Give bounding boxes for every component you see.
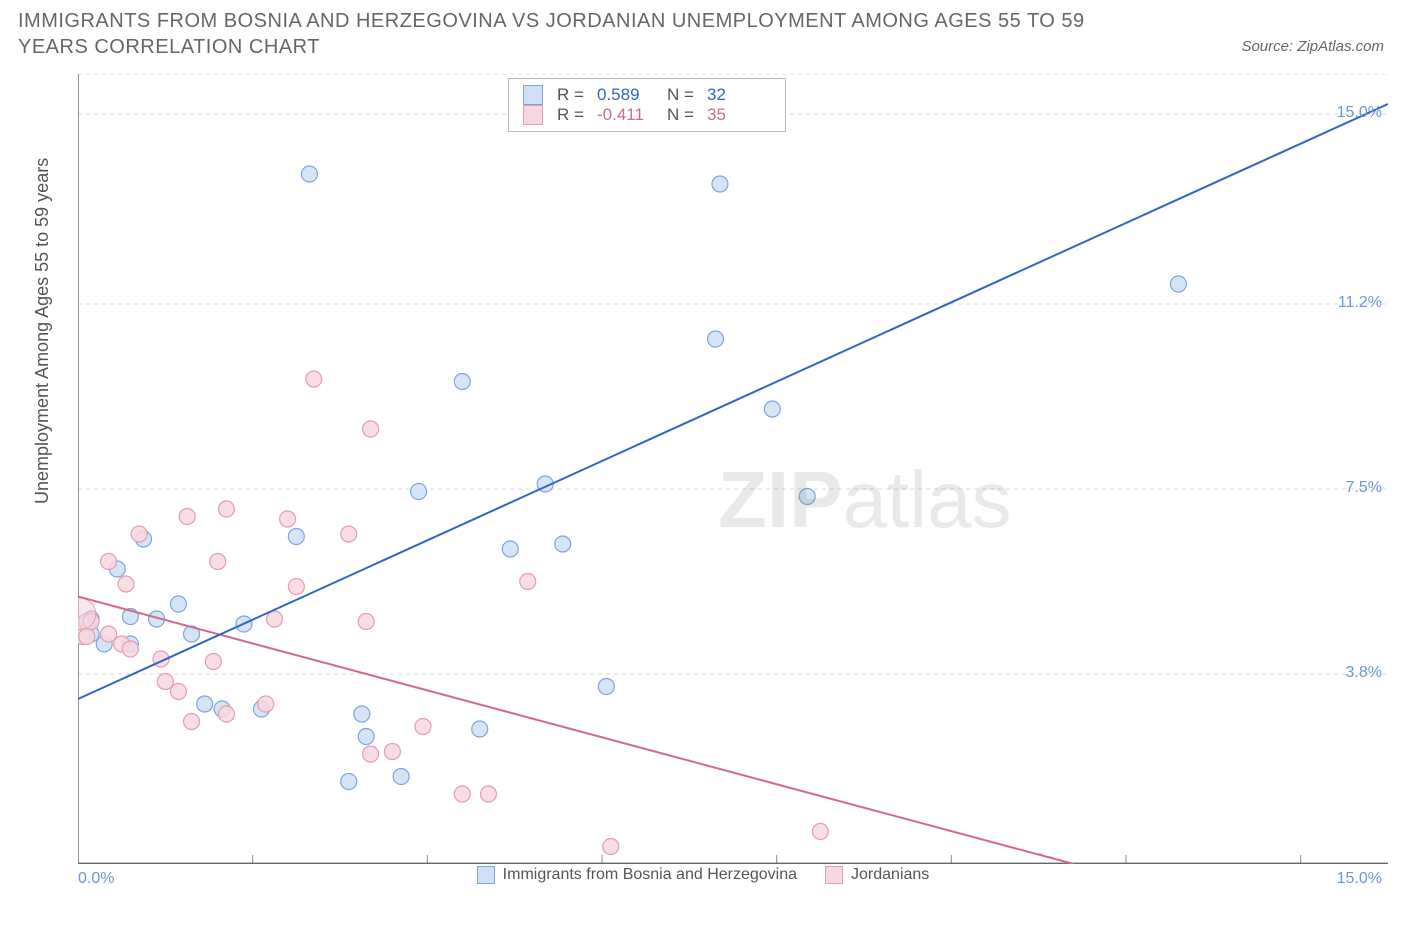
legend-swatch bbox=[523, 105, 543, 125]
r-value: -0.411 bbox=[597, 105, 661, 125]
y-tick-label: 11.2% bbox=[1338, 294, 1382, 312]
r-value: 0.589 bbox=[597, 85, 661, 105]
legend-label: Jordanians bbox=[851, 866, 929, 884]
chart-svg bbox=[78, 74, 1388, 864]
correlation-row: R = 0.589 N = 32 bbox=[523, 85, 771, 105]
r-label: R = bbox=[557, 105, 591, 125]
series-legend: Immigrants from Bosnia and Herzegovina Jo… bbox=[18, 866, 1388, 889]
legend-label: Immigrants from Bosnia and Herzegovina bbox=[503, 866, 797, 884]
y-tick-label: 15.0% bbox=[1337, 104, 1382, 122]
legend-swatch bbox=[825, 866, 843, 884]
n-label: N = bbox=[667, 85, 701, 105]
y-tick-label: 3.8% bbox=[1346, 664, 1382, 682]
correlation-row: R = -0.411 N = 35 bbox=[523, 105, 771, 125]
n-label: N = bbox=[667, 105, 701, 125]
y-tick-label: 7.5% bbox=[1346, 479, 1382, 497]
plot-area: ZIPatlas R =0.589N =32R =-0.411N =35 bbox=[78, 74, 1388, 864]
chart-container: Unemployment Among Ages 55 to 59 years Z… bbox=[18, 74, 1388, 892]
correlation-legend: R = 0.589 N = 32 R = -0.411 N = 35 bbox=[508, 78, 786, 132]
r-label: R = bbox=[557, 85, 591, 105]
legend-swatch bbox=[523, 85, 543, 105]
legend-item: Jordanians bbox=[825, 866, 929, 884]
chart-title: IMMIGRANTS FROM BOSNIA AND HERZEGOVINA V… bbox=[18, 8, 1138, 60]
n-value: 32 bbox=[707, 85, 771, 105]
y-axis-label: Unemployment Among Ages 55 to 59 years bbox=[32, 158, 53, 504]
source-attribution: Source: ZipAtlas.com bbox=[1241, 38, 1384, 55]
legend-swatch bbox=[477, 866, 495, 884]
legend-item: Immigrants from Bosnia and Herzegovina bbox=[477, 866, 797, 884]
n-value: 35 bbox=[707, 105, 771, 125]
